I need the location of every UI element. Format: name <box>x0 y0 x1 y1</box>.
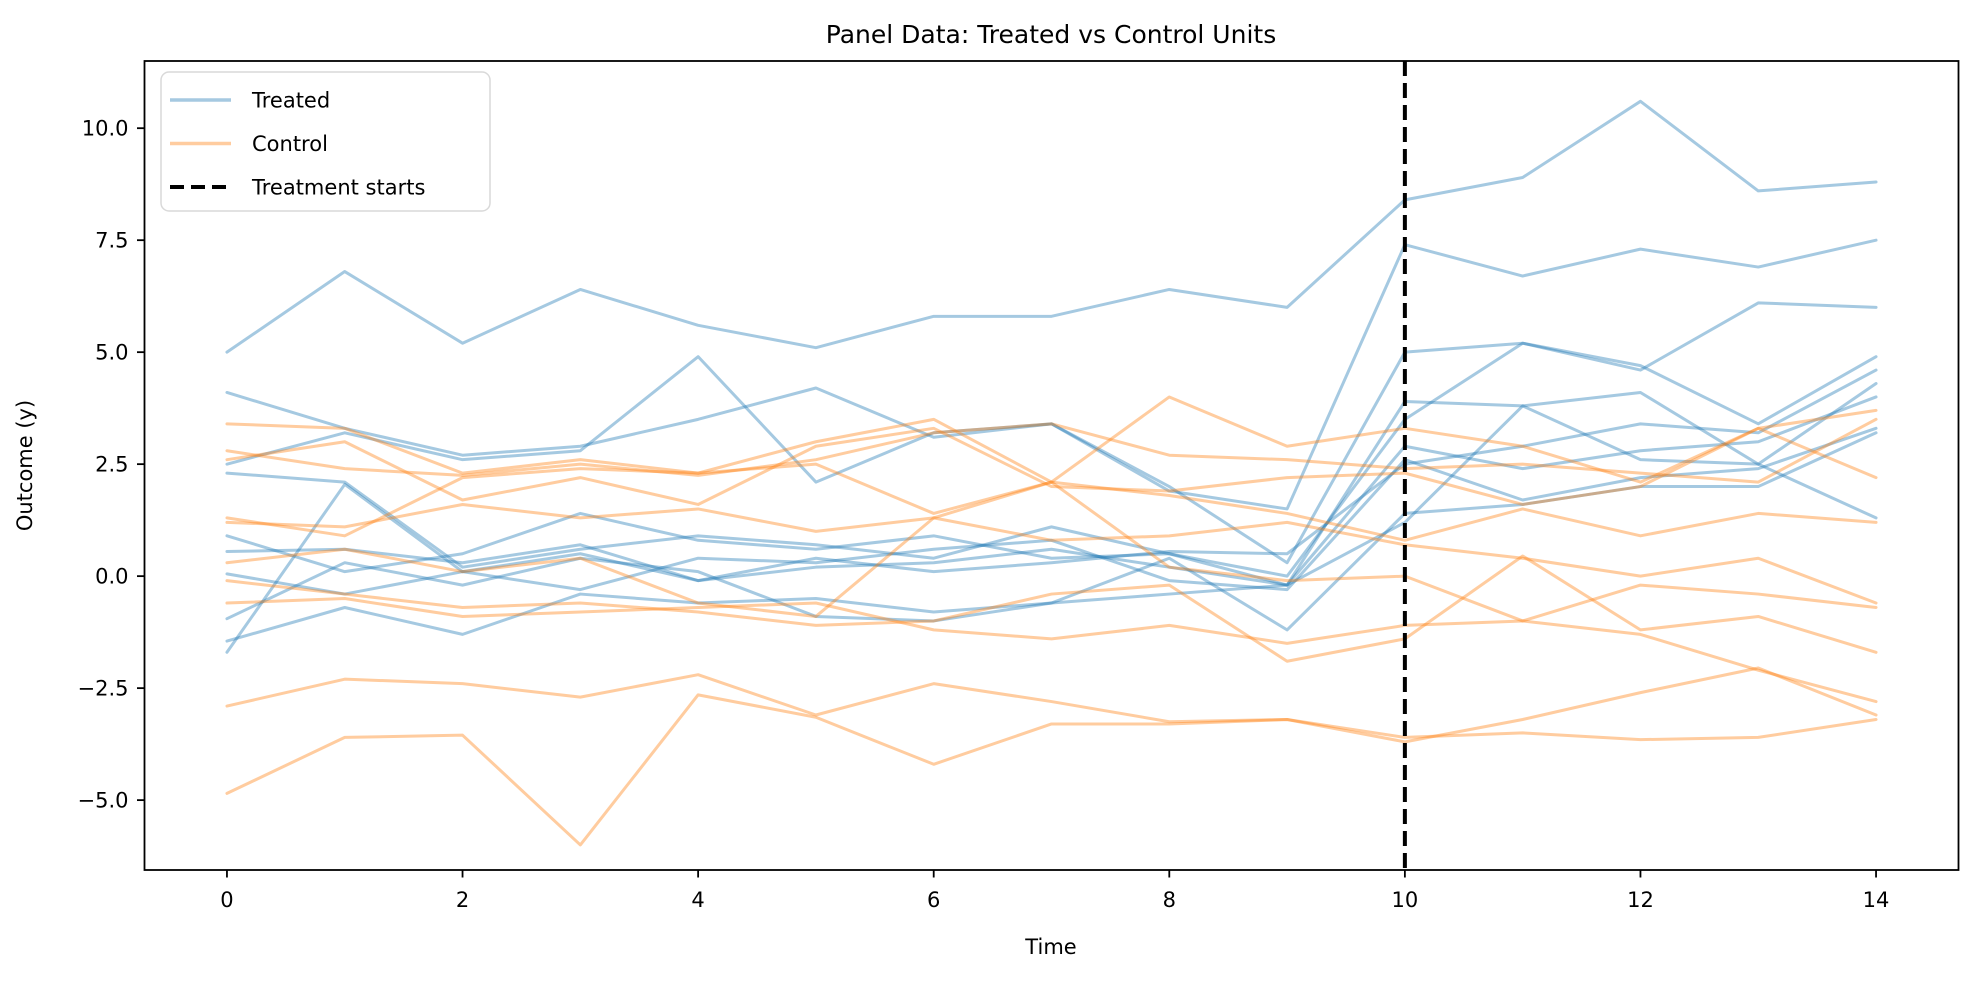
y-tick-label: 10.0 <box>82 117 129 141</box>
x-tick-label: 6 <box>927 888 940 912</box>
control-series-line <box>225 417 1878 484</box>
y-tick-label: 5.0 <box>95 341 128 365</box>
chart-title: Panel Data: Treated vs Control Units <box>826 20 1276 49</box>
x-tick-label: 14 <box>1863 888 1890 912</box>
x-tick-label: 2 <box>456 888 469 912</box>
y-tick-label: −2.5 <box>78 677 129 701</box>
y-tick-label: 2.5 <box>95 453 128 477</box>
y-tick-label: 0.0 <box>95 565 128 589</box>
treated-series-line <box>225 431 1878 632</box>
control-series-line <box>225 666 1878 744</box>
x-axis-label: Time <box>1024 935 1076 959</box>
legend-item-label: Control <box>252 132 328 156</box>
treated-series-line <box>225 341 1878 565</box>
treated-series-line <box>225 395 1878 587</box>
series-layer <box>225 99 1878 847</box>
x-tick-label: 0 <box>220 888 233 912</box>
control-series-line <box>225 480 1878 623</box>
legend-item-label: Treated <box>251 89 330 113</box>
legend: Treated Control Treatment starts <box>160 71 491 212</box>
control-series-line <box>225 693 1878 847</box>
y-tick-label: 7.5 <box>95 229 128 253</box>
legend-item-label: Treatment starts <box>251 176 425 200</box>
control-series-line <box>225 597 1878 704</box>
control-series-line <box>225 554 1878 663</box>
treated-series-line <box>225 404 1878 643</box>
y-tick-label: −5.0 <box>78 789 129 813</box>
treated-series-line <box>225 238 1878 511</box>
x-tick-label: 4 <box>691 888 704 912</box>
control-series-line <box>225 502 1878 605</box>
plot-area <box>143 60 1960 871</box>
x-tick-label: 8 <box>1163 888 1176 912</box>
treated-series-line <box>225 426 1878 596</box>
x-tick-label: 12 <box>1627 888 1654 912</box>
treated-series-line <box>225 301 1878 578</box>
treated-series-line <box>225 99 1878 354</box>
control-series-line <box>225 395 1878 484</box>
control-series-line <box>225 462 1878 542</box>
y-axis-label: Outcome (y) <box>13 400 37 531</box>
treated-series-line <box>225 382 1878 587</box>
treated-series-line <box>225 368 1878 654</box>
legend-box <box>160 71 491 212</box>
x-tick-label: 10 <box>1392 888 1419 912</box>
control-series-line <box>225 426 1878 506</box>
ticks-layer: 0 2 4 6 8 10 12 14 10.0 7.5 5.0 2.5 0.0 −2.5 −5.0 <box>78 117 1890 912</box>
